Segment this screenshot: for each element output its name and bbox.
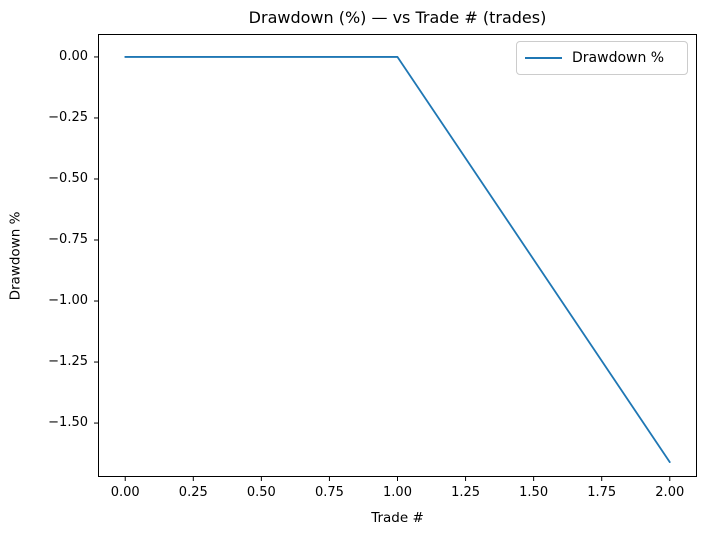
legend-line-sample xyxy=(525,57,562,59)
y-tick-label: 0.00 xyxy=(59,48,88,64)
x-tick-label: 0.50 xyxy=(246,485,276,500)
x-tick-label: 1.25 xyxy=(451,485,481,500)
y-tick-label: −0.75 xyxy=(48,232,88,247)
legend-label: Drawdown % xyxy=(572,50,665,66)
x-tick-label: 1.00 xyxy=(383,485,412,500)
y-tick-label: −1.00 xyxy=(48,293,88,309)
plot-border xyxy=(98,34,697,477)
x-axis-label: Trade # xyxy=(371,510,424,526)
x-tick-label: 0.25 xyxy=(178,485,208,500)
x-tick-label: 1.50 xyxy=(519,485,549,500)
y-tick-label: −0.50 xyxy=(48,170,88,186)
y-tick-label: −1.25 xyxy=(48,354,88,370)
x-tick-label: 0.75 xyxy=(314,485,344,500)
x-tick-label: 0.00 xyxy=(110,485,140,500)
x-tick-label: 1.75 xyxy=(587,485,617,500)
x-tick-label: 2.00 xyxy=(655,485,685,500)
chart-title: Drawdown (%) — vs Trade # (trades) xyxy=(248,8,547,27)
legend: Drawdown % xyxy=(516,41,688,75)
y-tick-label: −1.50 xyxy=(48,415,88,431)
y-tick-label: −0.25 xyxy=(48,109,88,125)
series-line xyxy=(124,56,671,464)
